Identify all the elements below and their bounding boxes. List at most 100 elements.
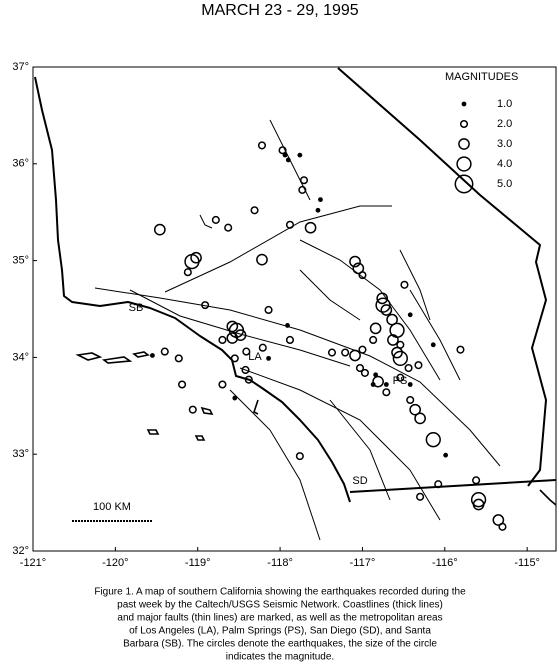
legend-label: 5.0 <box>497 178 512 190</box>
earthquake <box>425 432 441 448</box>
earthquake <box>341 348 350 357</box>
legend-title: MAGNITUDES <box>445 71 518 83</box>
earthquake <box>218 380 227 389</box>
earthquake <box>242 347 251 356</box>
earthquake <box>349 349 361 362</box>
earthquake <box>295 452 304 461</box>
earthquake <box>327 348 337 357</box>
x-tick-label: -115° <box>514 557 540 569</box>
earthquake <box>396 373 405 382</box>
earthquake <box>443 452 449 458</box>
earthquake <box>160 347 169 356</box>
earthquake <box>244 375 253 384</box>
earthquake <box>370 382 376 387</box>
map-title: MARCH 23 - 29, 1995 <box>201 2 359 19</box>
earthquake <box>299 176 309 185</box>
earthquake <box>470 492 487 508</box>
legend-marker <box>461 101 467 107</box>
earthquake <box>234 329 247 341</box>
earthquake <box>278 146 287 155</box>
earthquake <box>226 332 239 344</box>
legend-marker <box>454 174 474 194</box>
earthquake <box>258 343 267 352</box>
legend-label: 2.0 <box>497 118 512 130</box>
earthquake <box>297 152 303 158</box>
caption-line: and major faults (thin lines) are marked… <box>117 613 442 624</box>
earthquake <box>430 342 436 348</box>
earthquake <box>188 405 197 414</box>
earthquake <box>285 335 295 345</box>
earthquake <box>266 355 271 361</box>
earthquake <box>358 345 367 354</box>
earthquake <box>358 271 367 280</box>
earthquake <box>241 365 250 375</box>
earthquake <box>352 262 365 275</box>
x-tick-label: -116° <box>432 557 458 569</box>
earthquake <box>404 363 413 373</box>
x-tick-label: -117° <box>350 557 376 569</box>
earthquake <box>375 297 391 313</box>
caption-line: Barbara (SB). The circles denote the ear… <box>123 639 437 650</box>
city-label: LA <box>248 351 262 363</box>
earthquake <box>256 253 268 266</box>
earthquake <box>230 354 239 363</box>
earthquake <box>472 476 481 485</box>
earthquake <box>349 255 361 268</box>
earthquake <box>434 480 443 489</box>
earthquake <box>416 492 425 501</box>
city-label: PS <box>393 375 408 387</box>
legend-label: 4.0 <box>497 158 512 170</box>
earthquake <box>285 157 291 163</box>
y-tick-label: 36° <box>12 158 29 170</box>
caption-line: past week by the Caltech/USGS Seismic Ne… <box>117 600 443 611</box>
earthquake <box>472 498 485 511</box>
earthquake <box>498 522 507 531</box>
y-tick-label: 33° <box>12 448 29 460</box>
earthquake <box>232 395 238 401</box>
earthquake <box>304 221 317 234</box>
earthquake <box>406 395 415 405</box>
faults <box>94 119 501 541</box>
earthquake <box>183 268 192 277</box>
earthquake <box>414 412 426 425</box>
scale-bar-label: 100 KM <box>93 501 131 513</box>
earthquake <box>376 292 389 305</box>
legend-label: 3.0 <box>497 138 512 150</box>
y-tick-label: 35° <box>12 255 29 267</box>
earthquake <box>178 380 187 389</box>
legend-label: 1.0 <box>497 98 512 110</box>
legend-marker <box>458 138 470 150</box>
earthquake <box>492 514 505 526</box>
city-label: SD <box>352 475 367 487</box>
earthquake <box>250 206 259 215</box>
earthquake <box>456 345 465 354</box>
earthquake <box>414 361 423 370</box>
caption-line: Figure 1. A map of southern California s… <box>94 587 466 598</box>
earthquake <box>400 280 409 289</box>
earthquake <box>150 353 155 358</box>
earthquake <box>226 320 239 333</box>
coastlines <box>34 67 557 506</box>
caption-line: indicates the magnitude. <box>226 652 334 663</box>
earthquake <box>257 141 267 150</box>
earthquake <box>264 305 273 315</box>
legend-marker <box>459 119 469 129</box>
earthquake <box>383 382 389 387</box>
earthquake <box>372 375 384 388</box>
earthquake <box>382 388 391 397</box>
earthquake <box>409 403 422 416</box>
earthquake <box>174 354 183 363</box>
earthquake <box>387 334 399 346</box>
x-tick-label: -120° <box>102 557 128 569</box>
earthquake <box>392 350 408 367</box>
caption-line: of Los Angeles (LA), Palm Springs (PS), … <box>129 626 431 637</box>
earthquake <box>369 322 382 335</box>
map-frame <box>32 66 557 552</box>
earthquake <box>407 382 413 387</box>
earthquake <box>190 251 202 264</box>
earthquake <box>355 363 365 373</box>
earthquake <box>373 372 379 378</box>
y-tick-label: 32° <box>12 545 29 557</box>
city-label: SB <box>129 302 144 314</box>
